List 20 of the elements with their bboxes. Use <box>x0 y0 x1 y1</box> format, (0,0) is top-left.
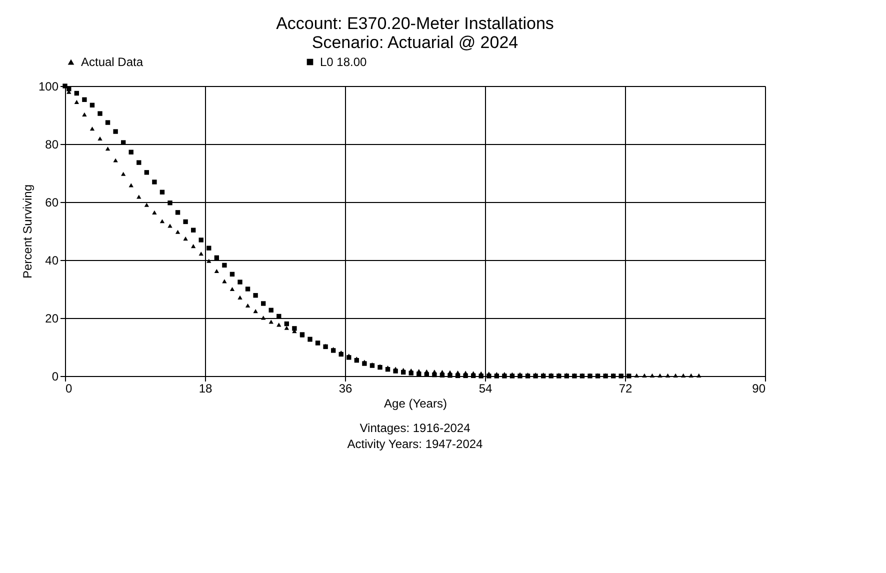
x-tick-label: 54 <box>478 382 492 396</box>
legend-label: L0 18.00 <box>320 55 368 69</box>
text: Activity Years: 1947-2024 <box>347 437 484 451</box>
text: Vintages: 1916-2024 <box>360 421 471 435</box>
y-tick-label: 0 <box>52 370 59 384</box>
x-axis-title: Age (Years) <box>384 396 447 410</box>
y-tick-label: 80 <box>45 138 59 152</box>
x-tick-label: 18 <box>198 382 212 396</box>
x-tick-label: 90 <box>752 382 766 396</box>
y-axis-title: Percent Surviving <box>20 184 34 279</box>
text: Scenario: Actuarial @ 2024 <box>312 33 518 52</box>
x-tick-label: 72 <box>618 382 632 396</box>
legend-label: Actual Data <box>81 55 144 69</box>
text: Account: E370.20-Meter Installations <box>276 14 554 33</box>
y-tick-label: 100 <box>38 80 59 94</box>
x-tick-label: 36 <box>338 382 352 396</box>
y-tick-label: 20 <box>45 312 59 326</box>
y-tick-label: 40 <box>45 254 59 268</box>
y-tick-label: 60 <box>45 196 59 210</box>
x-tick-label: 0 <box>66 382 72 396</box>
